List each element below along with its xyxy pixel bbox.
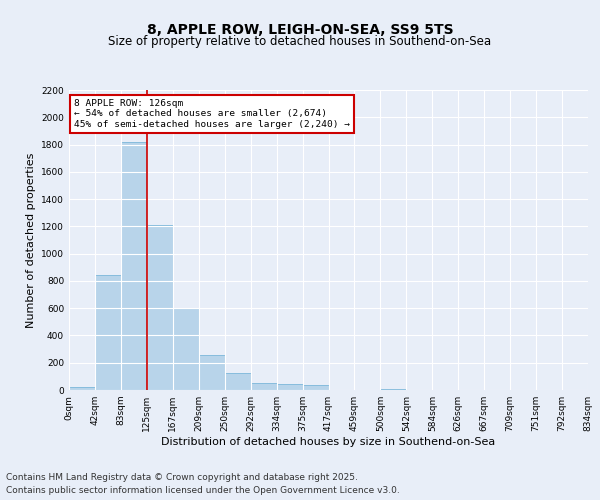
Bar (69, 386, 95, 390)
Bar (173, 308, 199, 390)
X-axis label: Distribution of detached houses by size in Southend-on-Sea: Distribution of detached houses by size … (161, 437, 496, 447)
Text: Contains public sector information licensed under the Open Government Licence v3: Contains public sector information licen… (6, 486, 400, 495)
Bar (199, 355, 224, 390)
Bar (302, 385, 329, 390)
Bar (147, 225, 173, 390)
Text: 8 APPLE ROW: 126sqm
← 54% of detached houses are smaller (2,674)
45% of semi-det: 8 APPLE ROW: 126sqm ← 54% of detached ho… (74, 99, 350, 129)
Bar (251, 382, 277, 390)
Bar (121, 142, 147, 390)
Y-axis label: Number of detached properties: Number of detached properties (26, 152, 35, 328)
Bar (95, 275, 121, 390)
Text: Size of property relative to detached houses in Southend-on-Sea: Size of property relative to detached ho… (109, 35, 491, 48)
Text: Contains HM Land Registry data © Crown copyright and database right 2025.: Contains HM Land Registry data © Crown c… (6, 472, 358, 482)
Text: 8, APPLE ROW, LEIGH-ON-SEA, SS9 5TS: 8, APPLE ROW, LEIGH-ON-SEA, SS9 5TS (146, 22, 454, 36)
Bar (225, 372, 251, 390)
Bar (277, 384, 302, 390)
Bar (380, 388, 406, 390)
